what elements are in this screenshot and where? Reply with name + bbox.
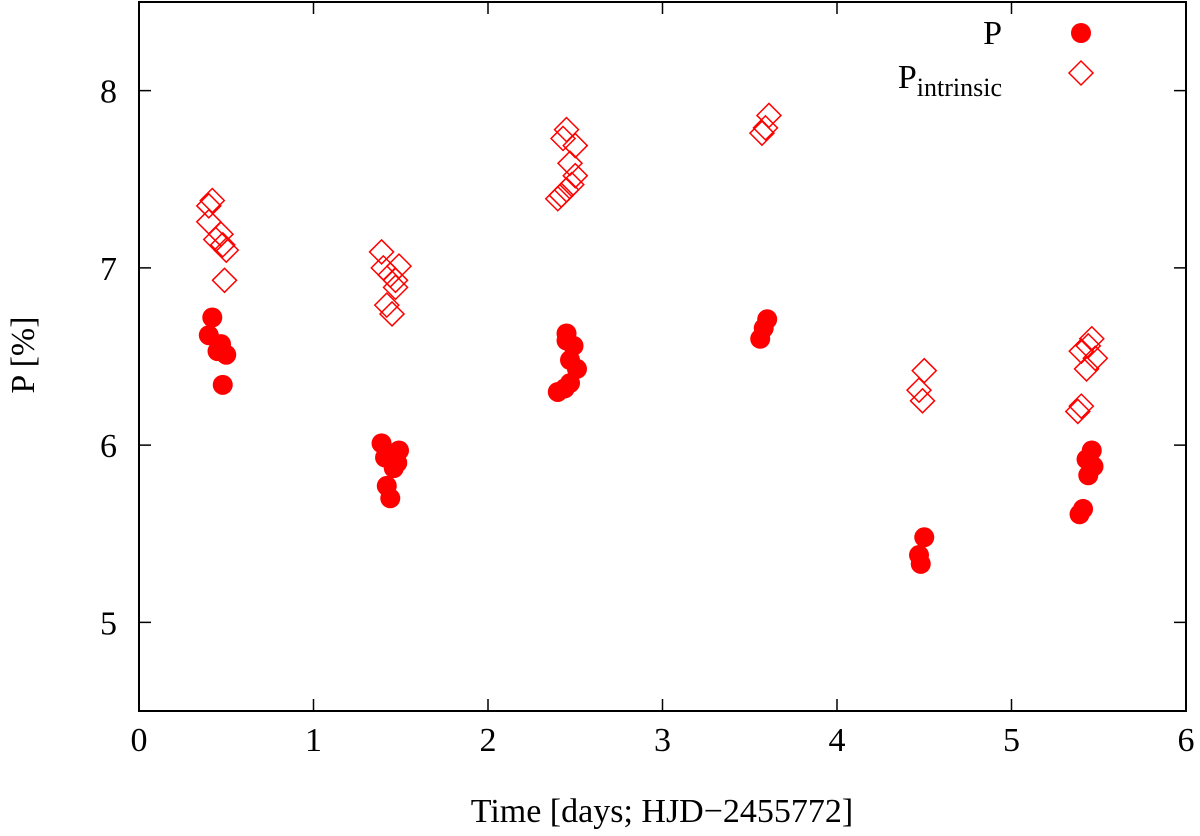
legend-label-p: P: [983, 15, 1002, 52]
x-tick-label: 4: [829, 722, 846, 759]
data-point-p-intrinsic: [209, 231, 236, 258]
data-point-p-intrinsic: [382, 267, 409, 294]
data-point-p-intrinsic: [199, 187, 226, 214]
data-point-p-intrinsic: [373, 292, 400, 319]
data-point-p: [387, 452, 408, 473]
data-point-p-intrinsic: [1082, 345, 1109, 372]
series-p: [198, 307, 1104, 574]
data-point-p-intrinsic: [909, 387, 936, 414]
y-tick-label: 6: [100, 428, 117, 465]
data-point-p-intrinsic: [558, 171, 585, 198]
x-axis-label: Time [days; HJD−2455772]: [471, 793, 853, 830]
data-points: [195, 102, 1109, 574]
data-point-p-intrinsic: [1068, 393, 1095, 420]
data-point-p-intrinsic: [1064, 398, 1091, 425]
data-point-p: [910, 553, 931, 574]
data-point-p-intrinsic: [195, 208, 222, 235]
data-point-p-intrinsic: [207, 221, 235, 248]
data-point-p: [216, 344, 237, 365]
data-point-p: [1081, 440, 1102, 461]
y-tick-label: 7: [100, 251, 117, 288]
legend-marker-p-intrinsic: [1067, 59, 1095, 87]
data-point-p-intrinsic: [549, 125, 577, 152]
x-tick-label: 6: [1178, 722, 1195, 759]
data-point-p-intrinsic: [556, 150, 584, 177]
data-point-p-intrinsic: [385, 253, 413, 280]
data-point-p: [1073, 498, 1094, 519]
data-point-p-intrinsic: [748, 120, 776, 147]
data-point-p-intrinsic: [378, 300, 406, 328]
x-tick-label: 2: [480, 722, 497, 759]
data-point-p-intrinsic: [755, 102, 783, 129]
series-p-intrinsic: [195, 102, 1109, 425]
data-point-p-intrinsic: [553, 176, 580, 203]
data-point-p: [566, 358, 587, 379]
data-point-p: [202, 307, 223, 328]
data-point-p-intrinsic: [911, 357, 938, 384]
data-point-p-intrinsic: [377, 261, 404, 289]
data-point-p-intrinsic: [368, 238, 395, 265]
data-point-p-intrinsic: [905, 377, 933, 404]
legend-label-p-intrinsic-sub: intrinsic: [917, 73, 1002, 102]
data-point-p: [757, 309, 778, 330]
data-point-p: [380, 488, 401, 509]
data-point-p-intrinsic: [382, 274, 409, 301]
legend-label-p-intrinsic: Pintrinsic: [898, 59, 1002, 102]
y-tick-label: 5: [100, 605, 117, 642]
data-point-p-intrinsic: [195, 192, 222, 219]
x-tick-label: 0: [131, 722, 148, 759]
legend: P Pintrinsic: [898, 15, 1095, 102]
x-tick-label: 3: [654, 722, 671, 759]
data-point-p-intrinsic: [1073, 355, 1100, 382]
data-point-p: [914, 527, 935, 548]
x-tick-label: 5: [1003, 722, 1020, 759]
legend-marker-p: [1071, 23, 1091, 43]
x-tick-label: 1: [305, 722, 322, 759]
plot-frame: [138, 1, 1187, 712]
data-point-p-intrinsic: [548, 182, 575, 209]
plot-area-border: [138, 1, 1187, 712]
y-tick-label: 8: [100, 74, 117, 111]
data-point-p-intrinsic: [553, 116, 580, 143]
legend-label-p-intrinsic-main: P: [898, 59, 917, 96]
data-point-p: [1083, 456, 1104, 477]
data-point-p-intrinsic: [211, 267, 238, 294]
y-axis-label: P [%]: [5, 316, 42, 393]
data-point-p-intrinsic: [370, 254, 397, 281]
data-point-p: [212, 374, 233, 395]
axis-ticks: 0 1 2 3 4 5 6 5 6 7 8: [100, 2, 1195, 759]
data-point-p-intrinsic: [1075, 332, 1102, 359]
data-point-p-intrinsic: [752, 114, 779, 141]
